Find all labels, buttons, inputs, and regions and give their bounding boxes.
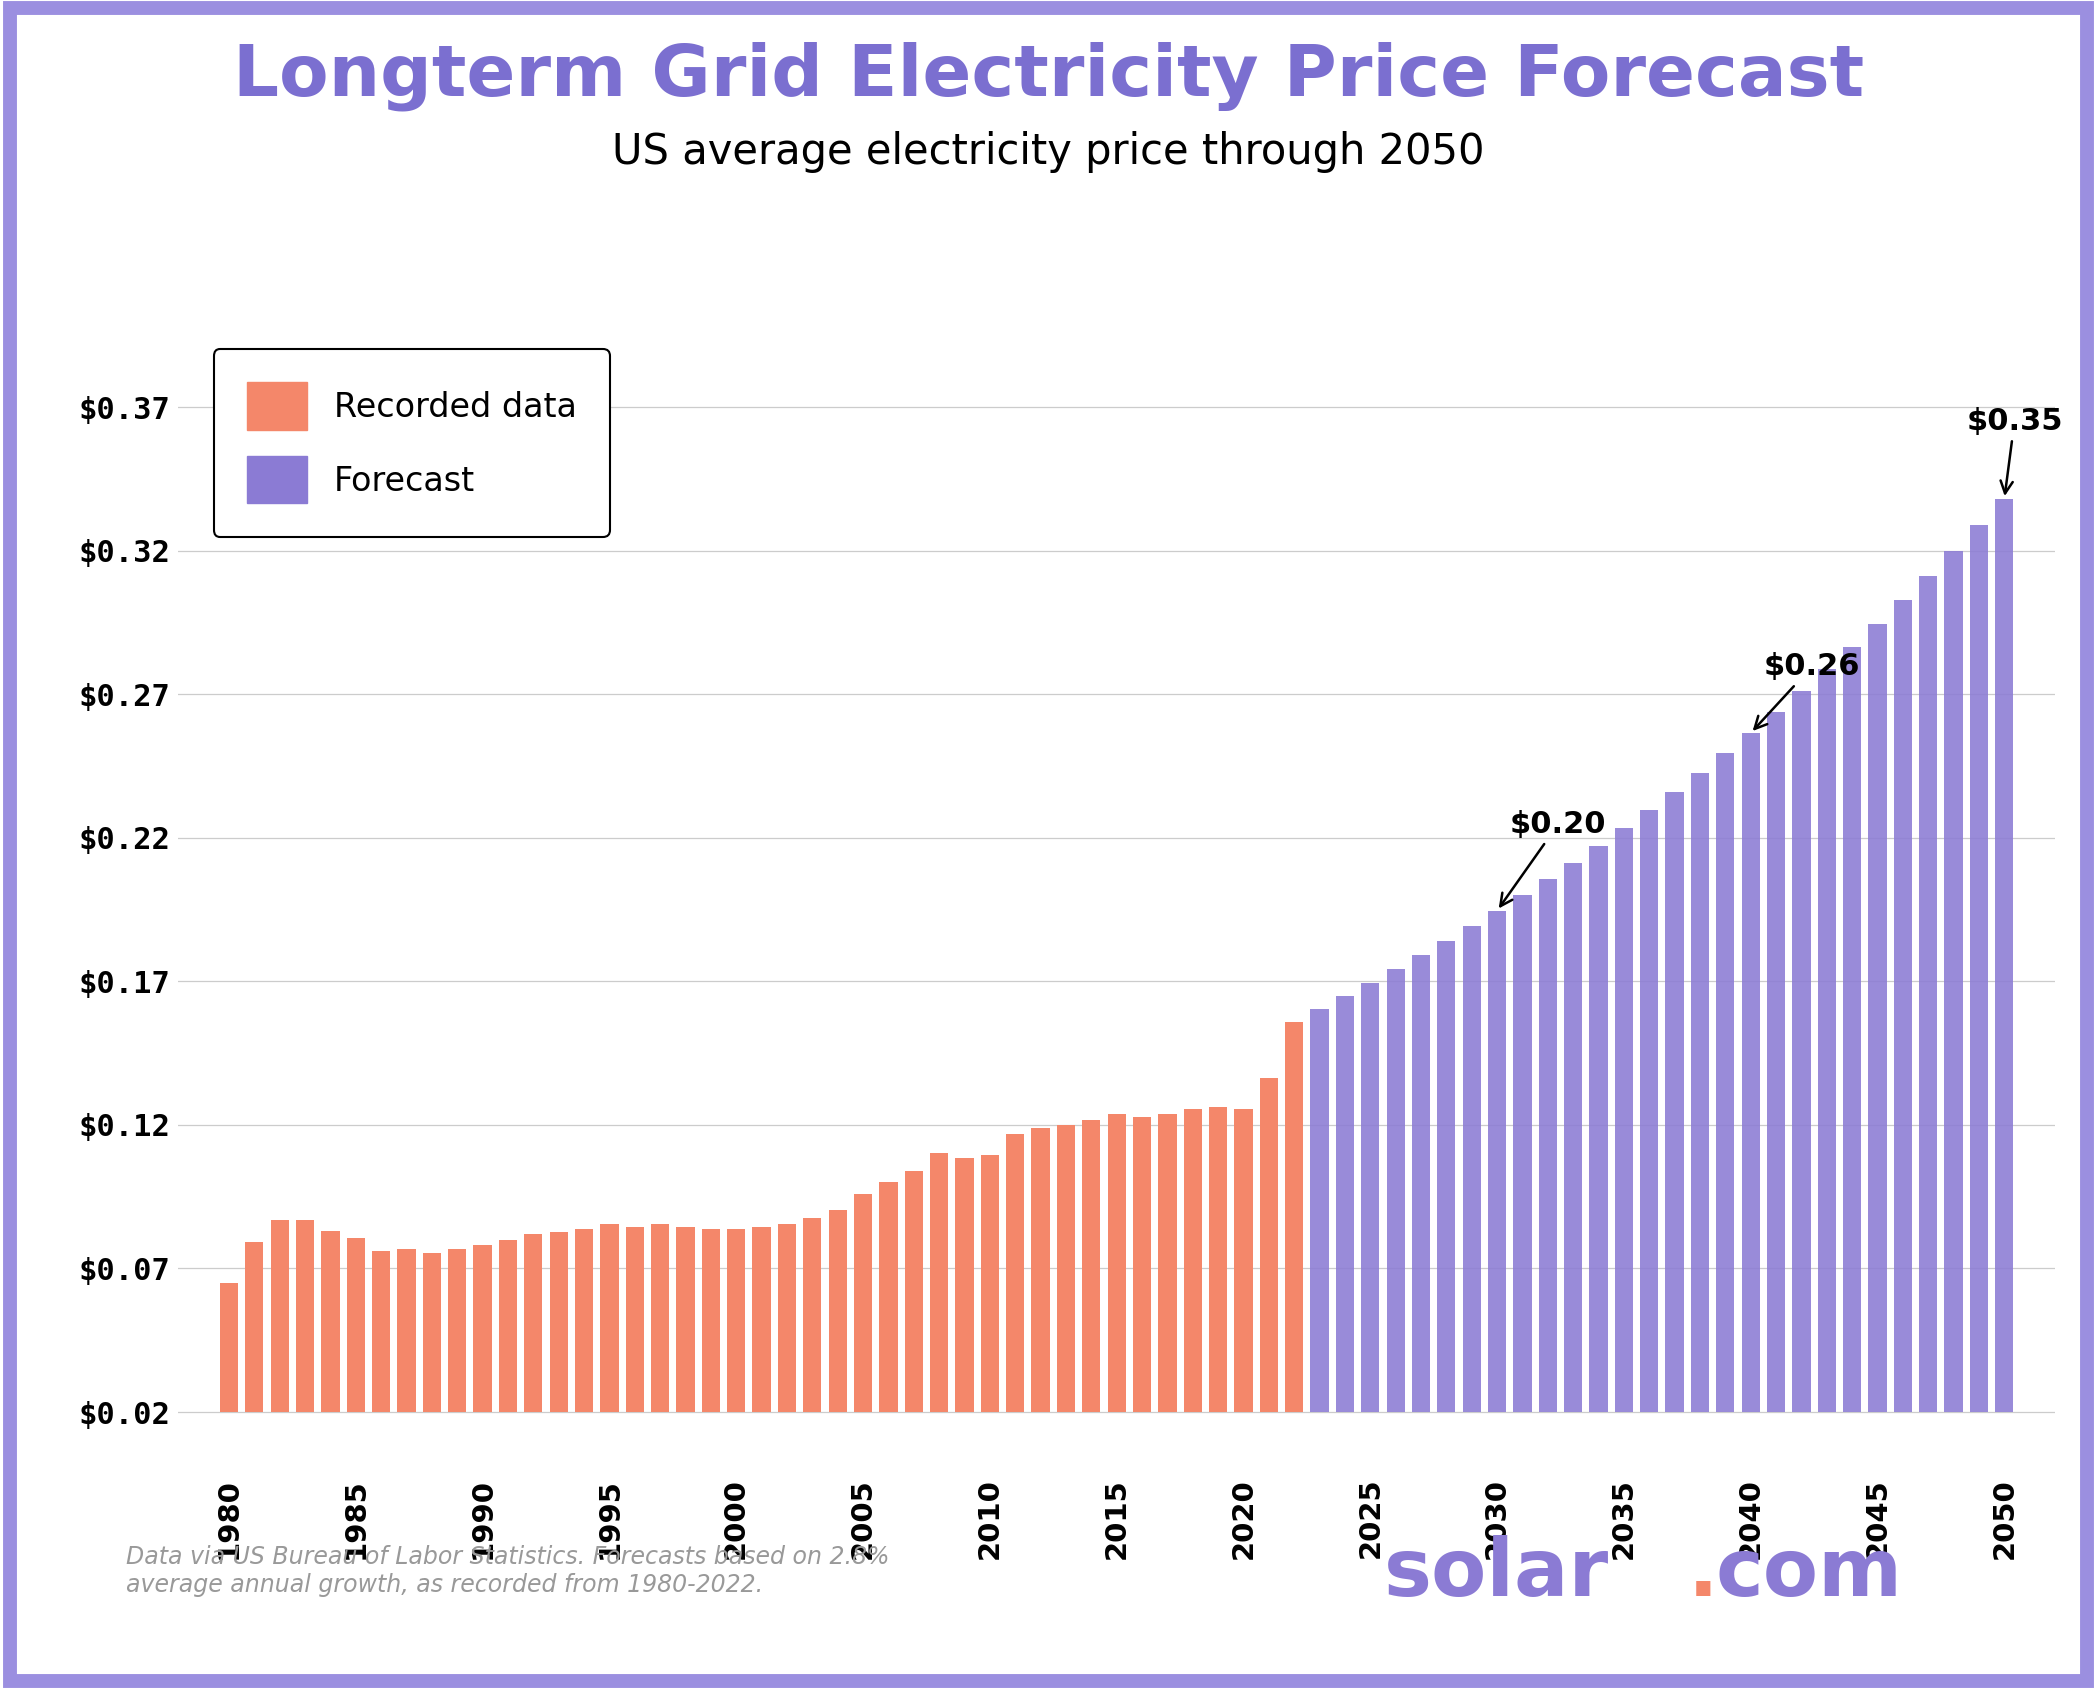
Bar <box>499 1240 518 1412</box>
Text: $0.26: $0.26 <box>1755 652 1860 730</box>
Bar <box>1564 863 1583 1412</box>
Bar <box>1969 525 1988 1412</box>
Bar <box>1590 846 1608 1412</box>
Bar <box>271 1219 289 1412</box>
Bar <box>929 1154 948 1412</box>
Bar <box>1615 828 1634 1412</box>
Bar <box>1057 1125 1076 1412</box>
Bar <box>371 1250 390 1412</box>
Bar <box>1715 753 1734 1412</box>
Bar <box>1793 691 1810 1412</box>
Bar <box>346 1238 365 1412</box>
Bar <box>575 1230 593 1412</box>
Bar <box>549 1231 568 1412</box>
Bar <box>1210 1106 1227 1412</box>
Bar <box>1818 669 1837 1412</box>
Bar <box>1462 926 1480 1412</box>
Bar <box>1183 1110 1202 1412</box>
Bar <box>778 1225 797 1412</box>
Bar <box>1919 576 1938 1412</box>
Bar <box>1436 941 1455 1412</box>
Bar <box>1336 997 1355 1412</box>
Bar <box>1386 969 1405 1412</box>
Bar <box>321 1231 340 1412</box>
Text: com: com <box>1715 1535 1902 1613</box>
Bar <box>1868 623 1887 1412</box>
Bar <box>650 1225 669 1412</box>
Bar <box>1665 792 1684 1412</box>
Bar <box>474 1245 491 1412</box>
Bar <box>1032 1128 1051 1412</box>
Bar <box>1311 1008 1329 1412</box>
Bar <box>1944 551 1963 1412</box>
Bar <box>1007 1133 1023 1412</box>
Bar <box>449 1248 466 1412</box>
Text: $0.20: $0.20 <box>1499 811 1606 907</box>
Text: Data via US Bureau of Labor Statistics. Forecasts based on 2.8%
average annual g: Data via US Bureau of Labor Statistics. … <box>126 1545 889 1598</box>
Bar <box>524 1233 543 1412</box>
Bar <box>853 1194 872 1412</box>
Bar <box>1690 772 1709 1412</box>
Text: $0.35: $0.35 <box>1967 407 2063 493</box>
Bar <box>728 1230 744 1412</box>
Bar <box>803 1218 822 1412</box>
Text: Longterm Grid Electricity Price Forecast: Longterm Grid Electricity Price Forecast <box>233 41 1864 111</box>
Bar <box>1539 878 1556 1412</box>
Bar <box>1082 1120 1101 1412</box>
Bar <box>1132 1116 1151 1412</box>
Text: .: . <box>1688 1535 1720 1613</box>
Bar <box>1411 956 1430 1412</box>
Bar <box>1894 600 1912 1412</box>
Bar <box>677 1228 694 1412</box>
Text: US average electricity price through 2050: US average electricity price through 205… <box>612 132 1485 172</box>
Bar <box>625 1228 644 1412</box>
Bar <box>1107 1115 1126 1412</box>
Bar <box>828 1209 847 1412</box>
Bar <box>904 1170 923 1412</box>
Bar <box>1768 713 1785 1412</box>
Bar <box>1994 498 2013 1412</box>
Bar <box>702 1230 719 1412</box>
Bar <box>1260 1078 1277 1412</box>
Bar <box>1843 647 1862 1412</box>
Legend: Recorded data, Forecast: Recorded data, Forecast <box>214 350 610 537</box>
Bar <box>1514 895 1531 1412</box>
Bar <box>396 1248 415 1412</box>
Bar <box>1743 733 1759 1412</box>
Bar <box>981 1155 998 1412</box>
Bar <box>1158 1115 1176 1412</box>
Bar <box>879 1182 898 1412</box>
Bar <box>1640 811 1659 1412</box>
Bar <box>1489 910 1506 1412</box>
Bar <box>1235 1110 1252 1412</box>
Text: solar: solar <box>1384 1535 1608 1613</box>
Bar <box>1285 1022 1304 1412</box>
Bar <box>956 1159 973 1412</box>
Bar <box>424 1253 440 1412</box>
Bar <box>1361 983 1380 1412</box>
Bar <box>245 1241 264 1412</box>
Bar <box>220 1284 239 1412</box>
Bar <box>753 1228 772 1412</box>
Bar <box>600 1225 619 1412</box>
Bar <box>296 1219 315 1412</box>
